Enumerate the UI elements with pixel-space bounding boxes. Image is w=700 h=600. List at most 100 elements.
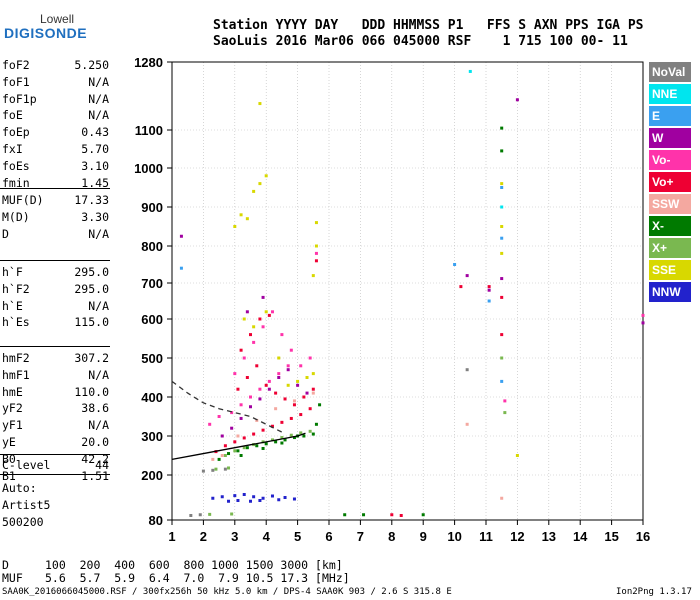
x-tick-label: 8 bbox=[388, 529, 395, 544]
data-point-vo- bbox=[315, 259, 318, 262]
data-point-x- bbox=[500, 127, 503, 130]
data-point-sse bbox=[265, 310, 268, 313]
data-point-vo- bbox=[309, 357, 312, 360]
data-point-w bbox=[296, 384, 299, 387]
data-point-nnw bbox=[211, 497, 214, 500]
data-point-nnw bbox=[277, 498, 280, 501]
x-tick-label: 5 bbox=[294, 529, 301, 544]
data-point-sse bbox=[277, 357, 280, 360]
data-point-vo- bbox=[240, 349, 243, 352]
data-point-nnw bbox=[236, 499, 239, 502]
data-point-x- bbox=[230, 513, 233, 516]
y-tick-label: 900 bbox=[141, 200, 163, 215]
legend-item-noval: NoVal bbox=[649, 62, 691, 82]
y-tick-label: 600 bbox=[141, 312, 163, 327]
data-point-sse bbox=[287, 384, 290, 387]
data-point-w bbox=[516, 98, 519, 101]
x-tick-label: 13 bbox=[542, 529, 556, 544]
data-point-noval bbox=[202, 470, 205, 473]
legend-item-w: W bbox=[649, 128, 691, 148]
data-point-vo- bbox=[280, 333, 283, 336]
data-point-x- bbox=[218, 458, 221, 461]
data-point-vo- bbox=[293, 403, 296, 406]
data-point-vo- bbox=[280, 421, 283, 424]
data-point-e bbox=[500, 237, 503, 240]
data-point-e bbox=[488, 300, 491, 303]
data-point-nnw bbox=[293, 498, 296, 501]
data-point-vo- bbox=[236, 388, 239, 391]
data-point-vo- bbox=[240, 403, 243, 406]
data-point-vo- bbox=[488, 285, 491, 288]
data-point-vo- bbox=[274, 392, 277, 395]
data-point-vo- bbox=[233, 372, 236, 375]
data-point-nne bbox=[469, 70, 472, 73]
data-point-e bbox=[500, 380, 503, 383]
data-point-nnw bbox=[258, 499, 261, 502]
legend-item-nne: NNE bbox=[649, 84, 691, 104]
data-point-nnw bbox=[221, 495, 224, 498]
data-point-sse bbox=[500, 225, 503, 228]
data-point-w bbox=[249, 405, 252, 408]
data-point-w bbox=[246, 310, 249, 313]
x-tick-label: 6 bbox=[325, 529, 332, 544]
data-point-e bbox=[500, 186, 503, 189]
x-tick-label: 7 bbox=[357, 529, 364, 544]
data-point-vo- bbox=[224, 444, 227, 447]
legend-item-x-: X+ bbox=[649, 238, 691, 258]
data-point-ssw bbox=[312, 392, 315, 395]
data-point-sse bbox=[312, 274, 315, 277]
data-point-noval bbox=[211, 469, 214, 472]
data-point-vo- bbox=[309, 407, 312, 410]
data-point-vo- bbox=[218, 415, 221, 418]
legend-item-ssw: SSW bbox=[649, 194, 691, 214]
y-tick-label: 300 bbox=[141, 429, 163, 444]
data-point-ssw bbox=[500, 497, 503, 500]
dashed-profile-line bbox=[172, 381, 282, 432]
data-point-x- bbox=[503, 411, 506, 414]
y-tick-label: 400 bbox=[141, 390, 163, 405]
x-tick-label: 11 bbox=[479, 529, 493, 544]
data-point-sse bbox=[252, 325, 255, 328]
data-point-nnw bbox=[271, 495, 274, 498]
data-point-vo- bbox=[500, 296, 503, 299]
data-point-w bbox=[488, 289, 491, 292]
data-point-x- bbox=[240, 454, 243, 457]
data-point-nne bbox=[500, 206, 503, 209]
data-point-nnw bbox=[227, 500, 230, 503]
data-point-vo- bbox=[252, 341, 255, 344]
legend-item-vo-: Vo+ bbox=[649, 172, 691, 192]
data-point-vo- bbox=[277, 372, 280, 375]
y-tick-label: 1000 bbox=[134, 161, 163, 176]
data-point-x- bbox=[312, 433, 315, 436]
data-point-vo- bbox=[233, 440, 236, 443]
muf-table-muf-values: 5.6 5.7 5.9 6.4 7.0 7.9 10.5 17.3 [MHz] bbox=[45, 571, 350, 585]
data-point-sse bbox=[315, 245, 318, 248]
x-tick-label: 10 bbox=[447, 529, 461, 544]
data-point-vo- bbox=[400, 514, 403, 517]
data-point-sse bbox=[500, 182, 503, 185]
legend-item-x-: X- bbox=[649, 216, 691, 236]
y-tick-label: 500 bbox=[141, 351, 163, 366]
data-point-ssw bbox=[274, 407, 277, 410]
data-point-sse bbox=[306, 376, 309, 379]
data-point-noval bbox=[466, 368, 469, 371]
data-point-ssw bbox=[466, 423, 469, 426]
data-point-nnw bbox=[243, 493, 246, 496]
data-point-vo- bbox=[315, 252, 318, 255]
data-point-vo- bbox=[642, 314, 645, 317]
x-tick-label: 12 bbox=[510, 529, 524, 544]
data-point-vo- bbox=[290, 349, 293, 352]
data-point-e bbox=[180, 267, 183, 270]
data-point-ssw bbox=[236, 435, 239, 438]
data-point-w bbox=[240, 417, 243, 420]
data-point-vo- bbox=[290, 417, 293, 420]
muf-table-muf-label: MUF bbox=[2, 571, 23, 585]
data-point-vo- bbox=[459, 285, 462, 288]
data-point-sse bbox=[315, 221, 318, 224]
data-point-vo- bbox=[268, 380, 271, 383]
data-point-sse bbox=[258, 102, 261, 105]
data-point-vo- bbox=[243, 357, 246, 360]
data-point-noval bbox=[189, 514, 192, 517]
data-point-nnw bbox=[249, 500, 252, 503]
plot-frame bbox=[172, 62, 643, 520]
